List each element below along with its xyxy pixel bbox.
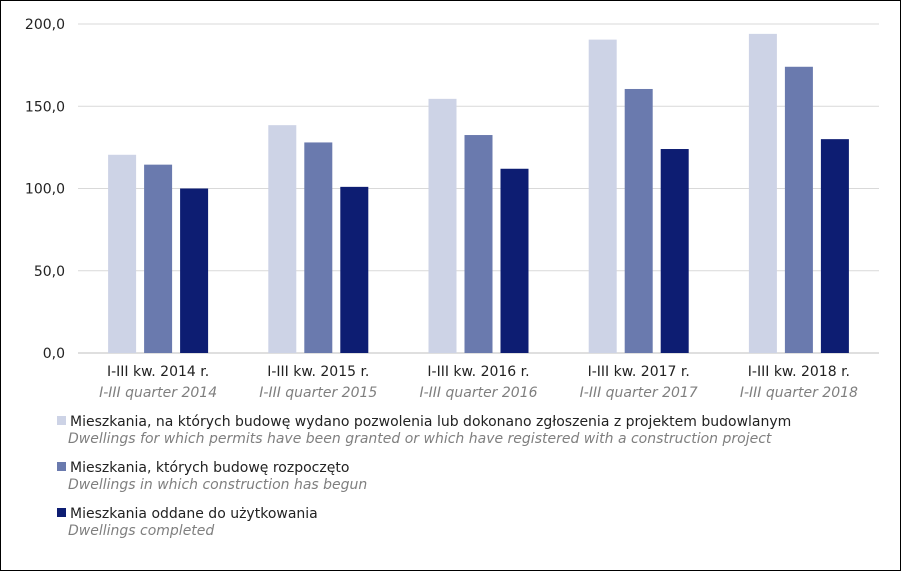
x-category-label: I-III kw. 2018 r. bbox=[748, 364, 850, 380]
y-tick-label: 200,0 bbox=[25, 17, 65, 33]
bar bbox=[820, 139, 849, 353]
bar bbox=[144, 164, 173, 353]
bars bbox=[108, 33, 849, 354]
legend-item-completed: Mieszkania oddane do użytkowania Dwellin… bbox=[57, 503, 887, 539]
x-category-label: I-III kw. 2017 r. bbox=[588, 364, 690, 380]
bar bbox=[304, 142, 333, 353]
x-category-label: I-III kw. 2016 r. bbox=[427, 364, 529, 380]
legend-label-permits-en: Dwellings for which permits have been gr… bbox=[68, 431, 772, 447]
bar bbox=[268, 125, 297, 353]
bar bbox=[624, 88, 653, 353]
x-category-label-en: I-III quarter 2014 bbox=[99, 385, 217, 401]
y-tick-label: 150,0 bbox=[25, 99, 65, 115]
legend-swatch-started bbox=[57, 462, 66, 471]
bar bbox=[784, 66, 813, 354]
legend-label-started-en: Dwellings in which construction has begu… bbox=[68, 477, 368, 493]
legend-label-completed-en: Dwellings completed bbox=[68, 523, 215, 539]
x-category-label-en: I-III quarter 2018 bbox=[740, 385, 858, 401]
legend-label-permits: Mieszkania, na których budowę wydano poz… bbox=[70, 414, 792, 430]
y-tick-label: 100,0 bbox=[25, 182, 65, 198]
bar bbox=[660, 149, 689, 353]
bar bbox=[428, 98, 457, 353]
y-tick-label: 50,0 bbox=[34, 264, 65, 280]
legend-label-started: Mieszkania, których budowę rozpoczęto bbox=[70, 460, 350, 476]
bar bbox=[108, 154, 137, 353]
bar bbox=[588, 39, 617, 353]
x-category-label-en: I-III quarter 2016 bbox=[419, 385, 537, 401]
x-category-label-en: I-III quarter 2017 bbox=[580, 385, 698, 401]
x-category-label-en: I-III quarter 2015 bbox=[259, 385, 377, 401]
legend-swatch-permits bbox=[57, 416, 66, 425]
legend: Mieszkania, na których budowę wydano poz… bbox=[57, 411, 887, 549]
bar bbox=[464, 135, 493, 353]
legend-label-completed: Mieszkania oddane do użytkowania bbox=[70, 506, 318, 522]
y-axis: 0,0 50,0 100,0 150,0 200,0 bbox=[25, 17, 65, 362]
bar bbox=[180, 188, 209, 353]
legend-item-permits: Mieszkania, na których budowę wydano poz… bbox=[57, 411, 887, 447]
bar-chart: 0,0 50,0 100,0 150,0 200,0 I-III kw. 2014 r.… bbox=[25, 17, 879, 401]
x-category-label: I-III kw. 2015 r. bbox=[267, 364, 369, 380]
legend-item-started: Mieszkania, których budowę rozpoczęto Dw… bbox=[57, 457, 887, 493]
bar bbox=[748, 33, 777, 354]
y-tick-label: 0,0 bbox=[43, 346, 65, 362]
x-axis: I-III kw. 2014 r. I-III quarter 2014 I-III… bbox=[99, 364, 858, 401]
legend-swatch-completed bbox=[57, 508, 66, 517]
bar bbox=[500, 168, 529, 353]
x-category-label: I-III kw. 2014 r. bbox=[107, 364, 209, 380]
bar bbox=[340, 186, 369, 353]
